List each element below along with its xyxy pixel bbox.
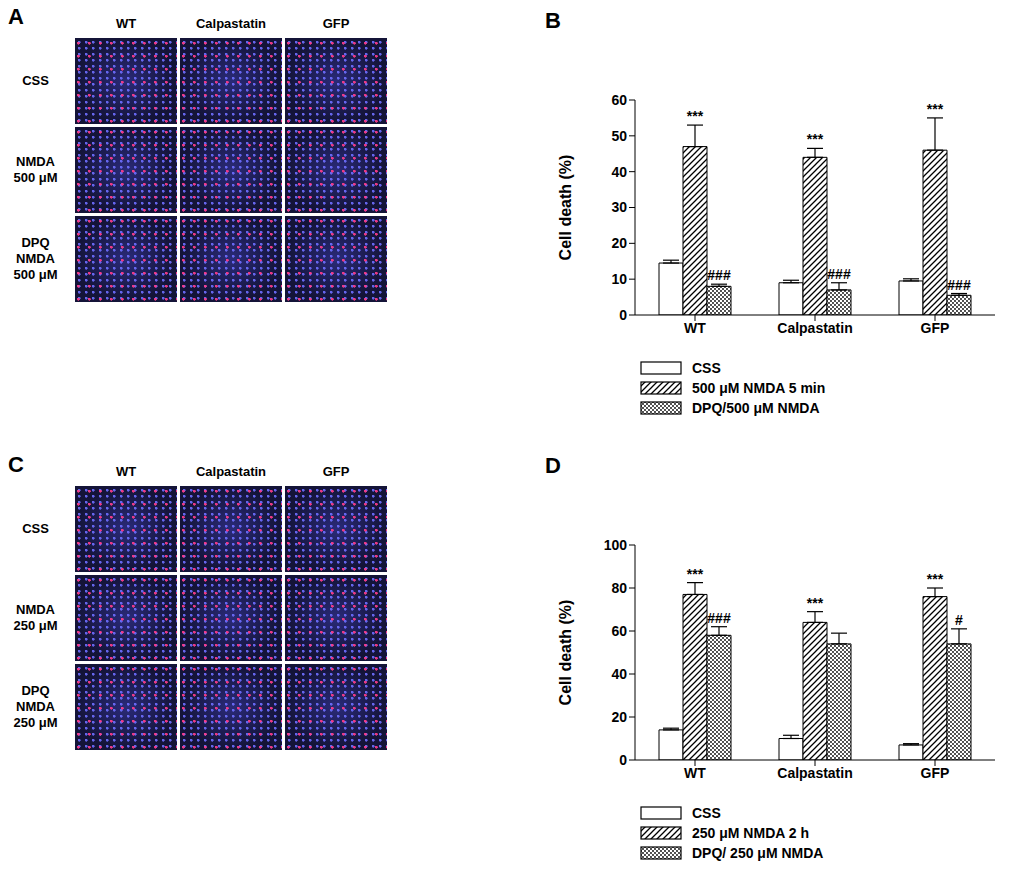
html-text:GFP: GFP: [322, 16, 350, 31]
html-text:D: D: [545, 453, 561, 478]
svg-text:20: 20: [611, 709, 627, 725]
html-text:CSS: CSS: [692, 805, 721, 821]
svg-text:Calpastatin: Calpastatin: [777, 765, 852, 781]
html-text:Calpastatin: Calpastatin: [196, 464, 266, 479]
html-text:C: C: [8, 452, 24, 477]
svg-text:0: 0: [619, 752, 627, 768]
svg-text:10: 10: [611, 271, 627, 287]
svg-text:#: #: [955, 612, 963, 628]
html-text:A: A: [8, 4, 24, 29]
svg-text:###: ###: [947, 277, 971, 293]
html-text:500 μM NMDA 5 min: 500 μM NMDA 5 min: [692, 380, 826, 396]
svg-text:Calpastatin: Calpastatin: [777, 320, 852, 336]
svg-text:###: ###: [827, 266, 851, 282]
html-text:DPQ/ 250 μM NMDA: DPQ/ 250 μM NMDA: [692, 845, 824, 861]
svg-text:30: 30: [611, 199, 627, 215]
html-text:Calpastatin: Calpastatin: [196, 16, 266, 31]
svg-text:20: 20: [611, 235, 627, 251]
html-text:B: B: [545, 8, 561, 33]
html-text:DPQ/500 μM NMDA: DPQ/500 μM NMDA: [692, 400, 820, 416]
svg-text:40: 40: [611, 164, 627, 180]
svg-text:***: ***: [927, 571, 944, 587]
svg-text:WT: WT: [684, 320, 706, 336]
svg-text:***: ***: [927, 101, 944, 117]
svg-text:Cell death (%): Cell death (%): [557, 600, 574, 706]
html-text:NMDA: NMDA: [16, 251, 55, 266]
svg-text:Cell death (%): Cell death (%): [557, 155, 574, 261]
html-text:NMDA: NMDA: [16, 699, 55, 714]
svg-text:50: 50: [611, 128, 627, 144]
svg-text:GFP: GFP: [921, 765, 950, 781]
html-text:WT: WT: [115, 16, 137, 31]
svg-text:WT: WT: [684, 765, 706, 781]
svg-text:###: ###: [707, 610, 731, 626]
svg-text:GFP: GFP: [921, 320, 950, 336]
html-text:250 μM: 250 μM: [13, 715, 58, 730]
svg-text:0: 0: [619, 307, 627, 323]
svg-text:***: ***: [807, 131, 824, 147]
html-text:CSS: CSS: [22, 73, 49, 88]
svg-text:60: 60: [611, 623, 627, 639]
html-text:NMDA: NMDA: [16, 154, 55, 169]
html-text:CSS: CSS: [22, 521, 49, 536]
html-text:GFP: GFP: [322, 464, 350, 479]
html-text:500 μM: 500 μM: [13, 170, 58, 185]
html-text:250 μM NMDA 2 h: 250 μM NMDA 2 h: [692, 825, 809, 841]
html-text:DPQ: DPQ: [21, 683, 50, 698]
svg-text:60: 60: [611, 92, 627, 108]
svg-text:80: 80: [611, 580, 627, 596]
svg-text:40: 40: [611, 666, 627, 682]
svg-text:***: ***: [807, 595, 824, 611]
html-text:500 μM: 500 μM: [13, 267, 58, 282]
html-text:NMDA: NMDA: [16, 602, 55, 617]
html-text:CSS: CSS: [692, 360, 721, 376]
svg-text:***: ***: [687, 108, 704, 124]
svg-text:100: 100: [604, 537, 628, 553]
html-text:250 μM: 250 μM: [13, 618, 58, 633]
html-text:WT: WT: [115, 464, 137, 479]
svg-text:***: ***: [687, 566, 704, 582]
html-text:DPQ: DPQ: [21, 235, 50, 250]
svg-text:###: ###: [707, 267, 731, 283]
